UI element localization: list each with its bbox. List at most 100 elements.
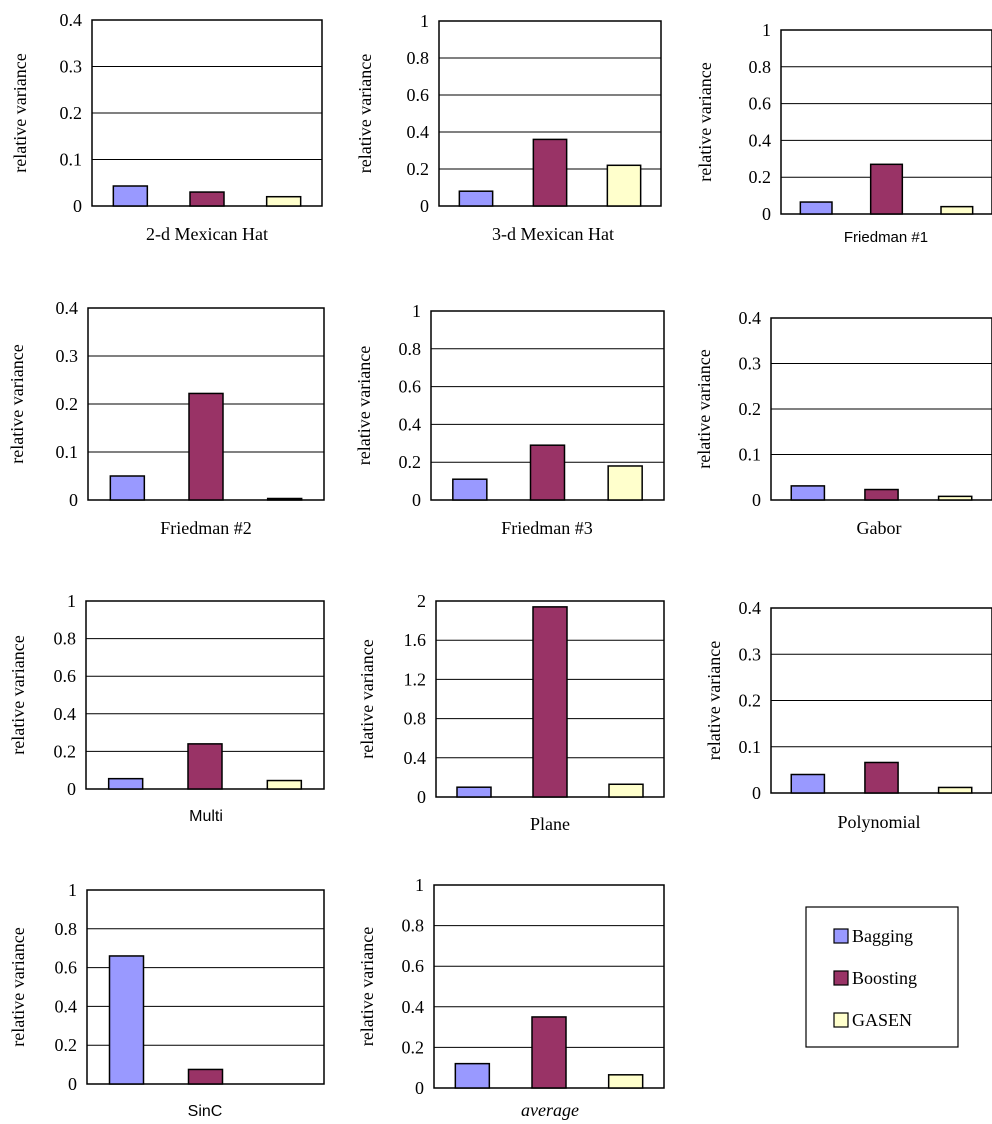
bar-gasen xyxy=(265,195,302,207)
chart-title: 3-d Mexican Hat xyxy=(492,224,614,244)
bar-boosting xyxy=(531,1016,567,1089)
chart-panel: 0 0.1 0.2 0.3 0.4 relative variance Friedman #… xyxy=(7,298,325,538)
bar-boosting xyxy=(529,444,566,501)
bar-gasen xyxy=(266,779,303,790)
y-tick-label: 2 xyxy=(417,591,426,611)
y-axis-label: relative variance xyxy=(694,349,714,468)
chart-panel: 0 0.1 0.2 0.3 0.4 relative variance Polynomial xyxy=(704,598,992,832)
y-tick-label: 0.4 xyxy=(55,996,78,1016)
y-tick-label: 0.2 xyxy=(54,741,77,761)
y-tick-label: 1 xyxy=(762,20,771,40)
y-tick-label: 0.6 xyxy=(402,956,425,976)
bar-bagging xyxy=(799,201,833,215)
chart-title: SinC xyxy=(188,1103,223,1120)
y-axis-label: relative variance xyxy=(355,54,375,173)
bar-bagging xyxy=(112,185,149,207)
y-axis-label: relative variance xyxy=(10,53,30,172)
y-tick-label: 0.4 xyxy=(739,598,762,618)
y-tick-label: 0.4 xyxy=(399,414,422,434)
bar-bagging xyxy=(108,955,145,1085)
legend-label: Bagging xyxy=(852,926,913,946)
bar-gasen xyxy=(607,465,643,501)
y-axis-label: relative variance xyxy=(354,346,374,465)
y-tick-label: 1 xyxy=(412,301,421,321)
y-tick-label: 0.2 xyxy=(402,1037,425,1057)
y-tick-label: 0.8 xyxy=(749,57,772,77)
y-tick-label: 0.8 xyxy=(55,919,78,939)
legend: Bagging Boosting GASEN xyxy=(805,906,959,1048)
y-tick-label: 0 xyxy=(752,783,761,803)
y-tick-label: 0.8 xyxy=(404,709,427,729)
chart-panel: 0 0.1 0.2 0.3 0.4 relative variance 2-d Mexica… xyxy=(10,10,323,244)
bar-gasen xyxy=(607,1074,644,1089)
legend-label: GASEN xyxy=(852,1010,912,1030)
y-tick-label: 0.3 xyxy=(56,346,79,366)
y-tick-label: 1 xyxy=(420,11,429,31)
y-tick-label: 0.2 xyxy=(739,399,762,419)
bar-gasen xyxy=(606,164,642,207)
chart-panel: 0 0.2 0.4 0.6 0.8 1 relative variance Multi xyxy=(8,591,325,825)
y-axis-label: relative variance xyxy=(704,641,724,760)
y-axis-label: relative variance xyxy=(357,639,377,758)
bar-boosting xyxy=(869,163,904,215)
y-tick-label: 0.4 xyxy=(60,10,83,30)
y-tick-label: 0.2 xyxy=(60,103,83,123)
legend-swatch xyxy=(833,1012,849,1028)
y-tick-label: 0.6 xyxy=(54,666,77,686)
bar-boosting xyxy=(188,392,224,501)
bar-gasen xyxy=(937,495,973,501)
y-tick-label: 1.2 xyxy=(404,669,427,689)
y-tick-label: 0.8 xyxy=(407,48,430,68)
y-tick-label: 0.1 xyxy=(739,737,762,757)
chart-title: Friedman #2 xyxy=(160,518,252,538)
bar-bagging xyxy=(109,475,146,501)
y-tick-label: 0.6 xyxy=(55,958,78,978)
y-tick-label: 0 xyxy=(417,787,426,807)
y-tick-label: 0 xyxy=(752,490,761,510)
y-tick-label: 0.4 xyxy=(407,122,430,142)
chart-panel: 0 0.2 0.4 0.6 0.8 1 relative variance Friedman … xyxy=(354,301,665,538)
y-tick-label: 0 xyxy=(73,196,82,216)
y-tick-label: 0.6 xyxy=(749,94,772,114)
y-tick-label: 0.3 xyxy=(739,644,762,664)
y-tick-label: 0.2 xyxy=(407,159,430,179)
y-tick-label: 1 xyxy=(67,591,76,611)
y-tick-label: 0.3 xyxy=(739,354,762,374)
y-tick-label: 0.6 xyxy=(399,377,422,397)
bar-bagging xyxy=(458,190,494,207)
y-tick-label: 0 xyxy=(68,1074,77,1094)
y-tick-label: 0.2 xyxy=(56,394,79,414)
bar-gasen xyxy=(940,205,974,215)
bar-boosting xyxy=(532,606,568,798)
bar-gasen xyxy=(937,786,973,794)
y-tick-label: 0 xyxy=(412,490,421,510)
y-tick-label: 0.4 xyxy=(54,704,77,724)
bar-boosting xyxy=(189,191,225,207)
y-tick-label: 0.4 xyxy=(404,748,427,768)
y-tick-label: 0 xyxy=(69,490,78,510)
y-axis-label: relative variance xyxy=(8,927,28,1046)
bar-bagging xyxy=(107,777,144,790)
y-tick-label: 0.3 xyxy=(60,57,83,77)
y-tick-label: 0.1 xyxy=(60,150,83,170)
bar-bagging xyxy=(456,786,492,798)
y-tick-label: 0 xyxy=(762,204,771,224)
bar-bagging xyxy=(790,485,826,501)
y-tick-label: 0.1 xyxy=(56,442,79,462)
y-axis-label: relative variance xyxy=(357,927,377,1046)
legend-box xyxy=(805,906,959,1048)
y-tick-label: 1.6 xyxy=(404,630,427,650)
chart-panel: 0 0.2 0.4 0.6 0.8 1 relative variance Friedman … xyxy=(695,20,992,246)
chart-panel: 0 0.2 0.4 0.6 0.8 1 relative variance SinC xyxy=(8,880,325,1120)
bar-boosting xyxy=(864,761,899,794)
chart-title: Plane xyxy=(530,814,570,834)
chart-panel: 0 0.2 0.4 0.6 0.8 1 relative variance 3-d Mexic… xyxy=(355,11,662,244)
chart-panel: 0 0.2 0.4 0.6 0.8 1 relative variance average xyxy=(357,875,665,1120)
y-tick-label: 0.4 xyxy=(56,298,79,318)
chart-panel: 0 0.1 0.2 0.3 0.4 relative variance Gabor xyxy=(694,308,992,538)
chart-title: Multi xyxy=(189,808,223,825)
chart-title: Polynomial xyxy=(837,812,920,832)
bar-bagging xyxy=(790,773,826,794)
chart-panel: 0 0.4 0.8 1.2 1.6 2 relative variance Plane xyxy=(357,591,665,834)
